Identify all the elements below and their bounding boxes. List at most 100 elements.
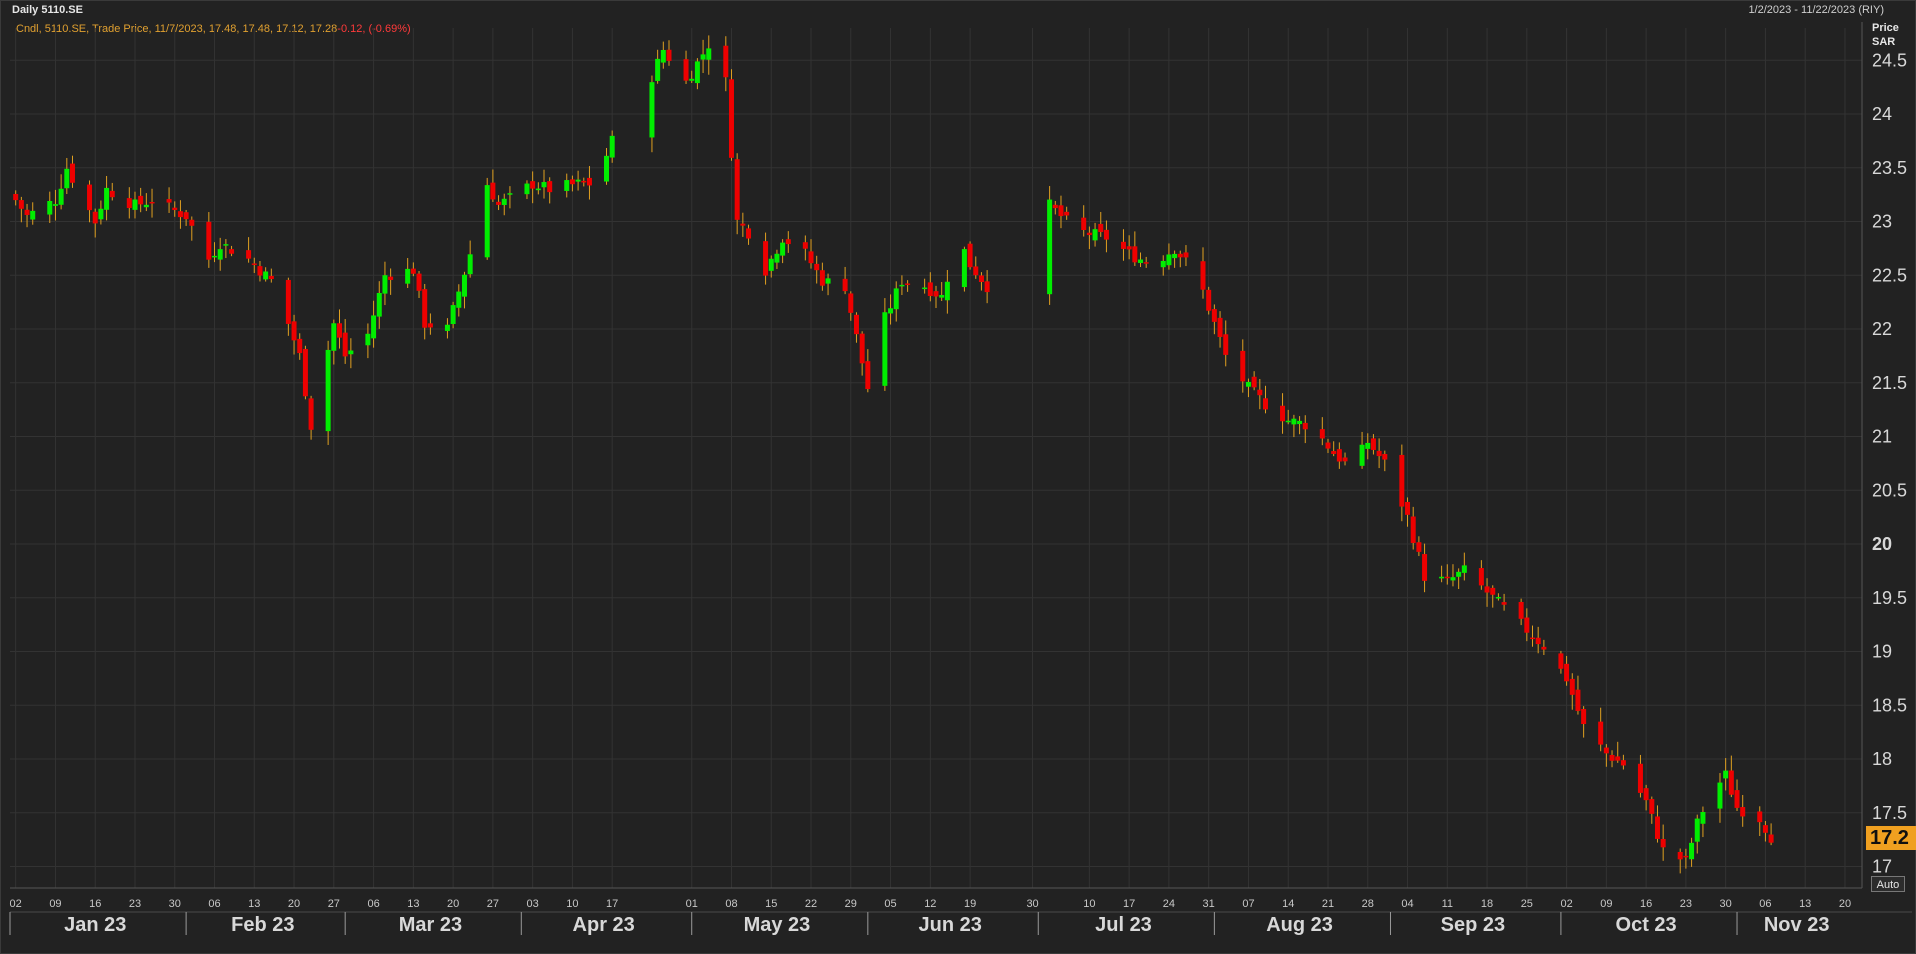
candle-body <box>1092 229 1098 241</box>
x-tick-label: 30 <box>169 898 181 910</box>
candle-body <box>1683 855 1689 858</box>
candle-body <box>1098 223 1104 233</box>
month-label: Jun 23 <box>919 914 982 936</box>
candle-body <box>52 204 58 206</box>
candle-body <box>1206 289 1212 311</box>
candle-body <box>302 348 308 397</box>
candle-body <box>882 312 888 386</box>
candle-body <box>808 251 814 264</box>
candle-body <box>535 188 541 191</box>
candle-body <box>1257 389 1263 396</box>
candle-body <box>1649 799 1655 814</box>
candle-body <box>331 323 337 351</box>
y-tick-label: 17 <box>1872 857 1892 877</box>
candle-body <box>859 333 865 364</box>
candle-body <box>1132 246 1138 263</box>
candle-body <box>30 210 36 220</box>
candle-body <box>1484 586 1490 593</box>
candle-body <box>763 241 769 276</box>
candle-body <box>18 200 24 209</box>
candle-body <box>1518 601 1524 619</box>
candle-body <box>899 284 905 287</box>
month-label: Feb 23 <box>231 914 294 936</box>
candle-body <box>842 278 848 292</box>
candle-body <box>138 195 144 205</box>
x-tick-label: 20 <box>288 898 300 910</box>
candle-body <box>1126 246 1132 250</box>
candle-body <box>132 199 138 210</box>
candle-body <box>325 349 331 432</box>
candle-body <box>1217 317 1223 337</box>
candle-body <box>47 201 53 215</box>
candle-body <box>581 180 587 183</box>
candle-body <box>507 193 513 195</box>
candle-body <box>1723 770 1729 779</box>
x-tick-label: 13 <box>407 898 419 910</box>
candle-body <box>1490 587 1496 595</box>
candle-body <box>1058 205 1064 217</box>
candle-body <box>1558 653 1564 669</box>
candle-body <box>291 321 297 341</box>
candle-body <box>1177 253 1183 258</box>
date-range-label[interactable]: 1/2/2023 - 11/22/2023 (RIY) <box>1748 4 1884 16</box>
candle-body <box>927 282 933 296</box>
x-tick-label: 15 <box>765 898 777 910</box>
candle-body <box>1700 812 1706 824</box>
candle-body <box>694 61 700 84</box>
candle-body <box>1654 816 1660 839</box>
candle-body <box>660 49 666 63</box>
candle-body <box>177 211 183 218</box>
candle-body <box>1325 442 1331 449</box>
candle-body <box>706 48 712 60</box>
x-tick-label: 22 <box>805 898 817 910</box>
candle-body <box>905 283 911 285</box>
candle-body <box>1530 637 1536 640</box>
month-label: May 23 <box>744 914 811 936</box>
candle-body <box>126 198 132 208</box>
candle-body <box>1166 254 1172 266</box>
y-tick-label: 23 <box>1872 212 1892 232</box>
candle-body <box>297 338 303 354</box>
auto-scale-button[interactable]: Auto <box>1871 876 1905 892</box>
candle-body <box>1342 457 1348 462</box>
candle-body <box>461 274 467 297</box>
candle-body <box>501 198 507 205</box>
x-tick-label: 02 <box>10 898 22 910</box>
y-tick-label: 21 <box>1872 427 1892 447</box>
candle-body <box>104 187 110 210</box>
y-tick-label: 22.5 <box>1872 265 1907 285</box>
candle-body <box>1172 253 1178 259</box>
x-tick-label: 04 <box>1401 898 1413 910</box>
month-label: Apr 23 <box>573 914 635 936</box>
candle-body <box>1620 760 1626 766</box>
candle-body <box>780 242 786 256</box>
x-tick-label: 30 <box>1026 898 1038 910</box>
candle-body <box>1086 232 1092 236</box>
y-tick-label: 20.5 <box>1872 480 1907 500</box>
candle-body <box>1399 454 1405 507</box>
candle-body <box>700 54 706 60</box>
y-tick-label: 17.5 <box>1872 803 1907 823</box>
candle-body <box>1336 449 1342 462</box>
candle-body <box>1535 637 1541 645</box>
candle-body <box>427 323 433 328</box>
candle-body <box>143 204 149 208</box>
x-tick-label: 23 <box>129 898 141 910</box>
candle-body <box>183 212 189 220</box>
candle-body <box>1575 689 1581 711</box>
candle-body <box>365 333 371 346</box>
x-tick-label: 24 <box>1163 898 1175 910</box>
candle-body <box>268 275 274 280</box>
x-tick-label: 21 <box>1322 898 1334 910</box>
x-tick-label: 27 <box>487 898 499 910</box>
candle-body <box>24 209 30 215</box>
candle-body <box>1495 597 1501 599</box>
candle-body <box>689 78 695 81</box>
candle-body <box>649 82 655 138</box>
x-tick-label: 06 <box>1759 898 1771 910</box>
candle-body <box>388 276 394 280</box>
candle-body <box>172 207 178 211</box>
candle-body <box>490 182 496 200</box>
candle-body <box>1223 334 1229 355</box>
